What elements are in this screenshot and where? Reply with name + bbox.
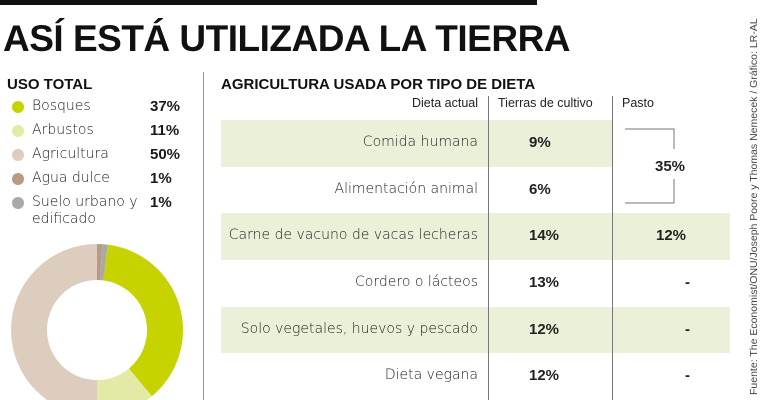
header-dieta: Dieta actual: [411, 96, 478, 110]
donut-slice-suelo-urbano-y-edificado: [100, 244, 108, 281]
diet-label: Carne de vacuno de vacas lecheras: [228, 227, 478, 243]
legend-value: 1%: [150, 170, 172, 187]
source-note: Fuente: The Economist/ONU/Joseph Poore y…: [748, 18, 760, 395]
pasto-value: 12%: [656, 227, 687, 244]
legend-label: Agua dulce: [32, 170, 110, 186]
header-cultivo: Tierras de cultivo: [498, 96, 593, 110]
column-divider: [612, 96, 613, 400]
donut-slice-arbustos: [97, 368, 152, 400]
donut-title: USO TOTAL: [7, 76, 93, 93]
legend-value: 11%: [150, 122, 180, 139]
donut-chart: [11, 244, 183, 400]
legend-label: Bosques: [32, 98, 91, 114]
pasto-value: -: [685, 367, 690, 384]
column-divider: [488, 96, 489, 400]
legend-label: Arbustos: [32, 122, 94, 138]
table-row: Dieta vegana 12% -: [221, 353, 730, 400]
cultivo-value: 9%: [529, 134, 551, 151]
legend-value: 1%: [150, 194, 172, 211]
legend-swatch: [12, 125, 24, 137]
legend-item: Agua dulce 1%: [10, 170, 190, 194]
diet-label: Comida humana: [362, 134, 478, 150]
pasto-value: -: [685, 274, 690, 291]
pasto-bracket: [625, 128, 675, 204]
legend-item: Arbustos 11%: [10, 122, 190, 146]
donut-slice-agua-dulce: [97, 244, 103, 281]
diet-label: Cordero o lácteos: [355, 274, 478, 290]
cultivo-value: 14%: [529, 227, 560, 244]
page-title: ASÍ ESTÁ UTILIZADA LA TIERRA: [3, 18, 571, 59]
table-row: Alimentación animal 6%: [221, 167, 730, 213]
donut-slice-agricultura: [11, 244, 97, 400]
legend-swatch: [12, 173, 24, 185]
legend-value: 50%: [150, 146, 181, 163]
table-row: Comida humana 9%: [221, 120, 612, 167]
cultivo-value: 6%: [529, 181, 551, 198]
legend-swatch: [12, 197, 24, 209]
pasto-value: -: [685, 321, 690, 338]
legend-label: Suelo urbano y edificado: [32, 194, 138, 227]
cultivo-value: 12%: [529, 367, 560, 384]
legend-item: Suelo urbano y edificado 1%: [10, 194, 190, 227]
diet-label: Dieta vegana: [384, 367, 478, 383]
table-row: Solo vegetales, huevos y pescado 12% -: [221, 307, 730, 353]
table-title: AGRICULTURA USADA POR TIPO DE DIETA: [221, 76, 536, 93]
legend-item: Bosques 37%: [10, 98, 190, 122]
legend-item: Agricultura 50%: [10, 146, 190, 170]
top-rule: [0, 0, 537, 5]
legend-value: 37%: [150, 98, 181, 115]
header-pasto: Pasto: [622, 96, 654, 110]
legend-swatch: [12, 149, 24, 161]
diet-label: Alimentación animal: [334, 181, 478, 197]
panel-divider: [203, 72, 204, 400]
table-row: Cordero o lácteos 13% -: [221, 260, 730, 307]
legend-label: Agricultura: [32, 146, 109, 162]
pasto-grouped-value: 35%: [655, 158, 686, 175]
donut-legend: Bosques 37% Arbustos 11% Agricultura 50%…: [10, 98, 190, 227]
donut-slice-bosques: [103, 244, 183, 397]
diet-label: Solo vegetales, huevos y pescado: [240, 321, 478, 337]
legend-swatch: [12, 101, 24, 113]
cultivo-value: 12%: [529, 321, 560, 338]
cultivo-value: 13%: [529, 274, 560, 291]
table-row: Carne de vacuno de vacas lecheras 14% 12%: [221, 213, 730, 260]
